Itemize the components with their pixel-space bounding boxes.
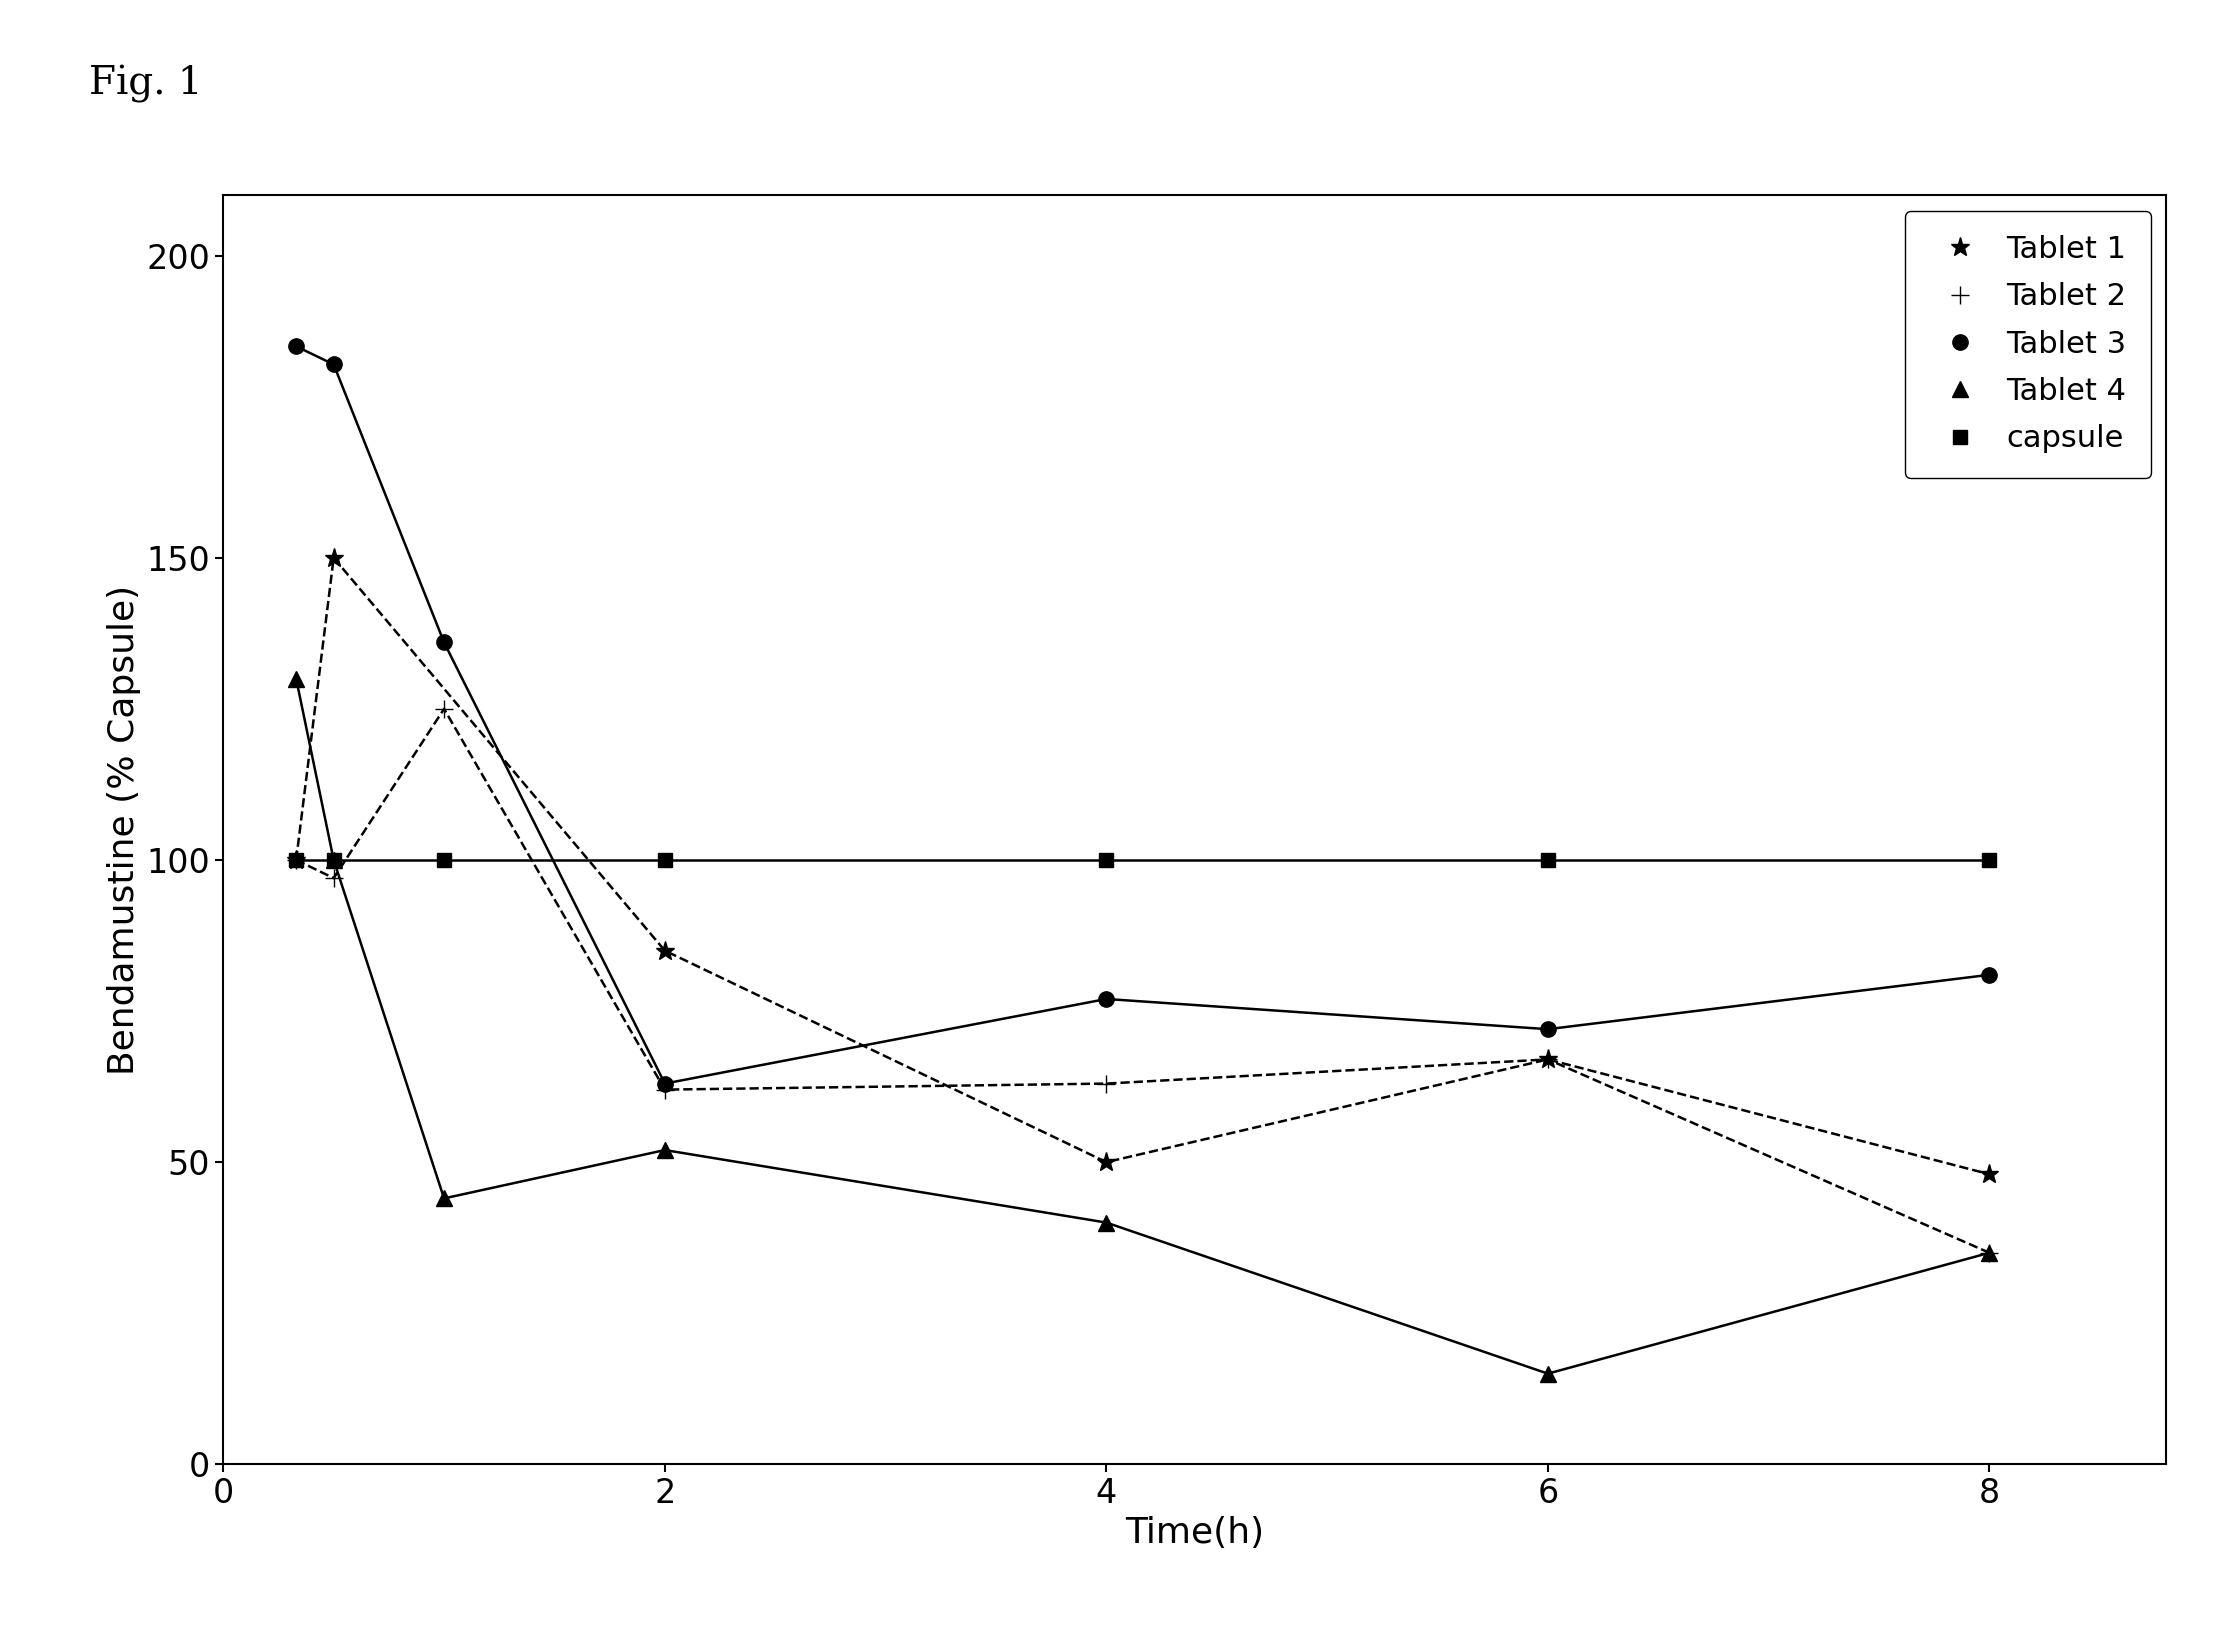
Tablet 4 [1534,1363,1561,1383]
Tablet 4 [1092,1212,1119,1232]
capsule [319,851,346,870]
capsule [652,851,679,870]
capsule [1534,851,1561,870]
capsule [284,851,310,870]
Tablet 3 [1976,965,2003,984]
capsule [1976,851,2003,870]
Tablet 4 [431,1189,458,1209]
capsule [1092,851,1119,870]
Tablet 4 [652,1141,679,1160]
Tablet 2 [284,851,310,870]
Tablet 3 [1534,1020,1561,1040]
Tablet 2 [319,869,346,888]
Tablet 2 [1976,1243,2003,1263]
Tablet 1 [1976,1165,2003,1184]
Tablet 1 [284,851,310,870]
Tablet 3 [284,337,310,356]
Line: Tablet 1: Tablet 1 [286,548,1999,1184]
Tablet 3 [431,633,458,652]
Tablet 3 [319,355,346,374]
Line: capsule: capsule [290,853,1996,867]
Tablet 2 [431,700,458,719]
Tablet 1 [319,548,346,568]
Line: Tablet 4: Tablet 4 [288,670,1996,1381]
Tablet 3 [1092,989,1119,1009]
capsule [431,851,458,870]
Legend: Tablet 1, Tablet 2, Tablet 3, Tablet 4, capsule: Tablet 1, Tablet 2, Tablet 3, Tablet 4, … [1905,210,2150,478]
Text: Fig. 1: Fig. 1 [89,65,203,103]
Line: Tablet 2: Tablet 2 [288,700,1999,1263]
Tablet 2 [1534,1049,1561,1069]
Tablet 1 [1534,1049,1561,1069]
Tablet 2 [652,1080,679,1100]
Tablet 4 [284,669,310,688]
Tablet 2 [1092,1074,1119,1093]
Tablet 4 [319,851,346,870]
Tablet 1 [1092,1152,1119,1171]
Tablet 1 [652,940,679,960]
X-axis label: Time(h): Time(h) [1125,1516,1264,1551]
Tablet 4 [1976,1243,2003,1263]
Line: Tablet 3: Tablet 3 [288,338,1996,1092]
Y-axis label: Bendamustine (% Capsule): Bendamustine (% Capsule) [107,584,141,1075]
Tablet 3 [652,1074,679,1093]
